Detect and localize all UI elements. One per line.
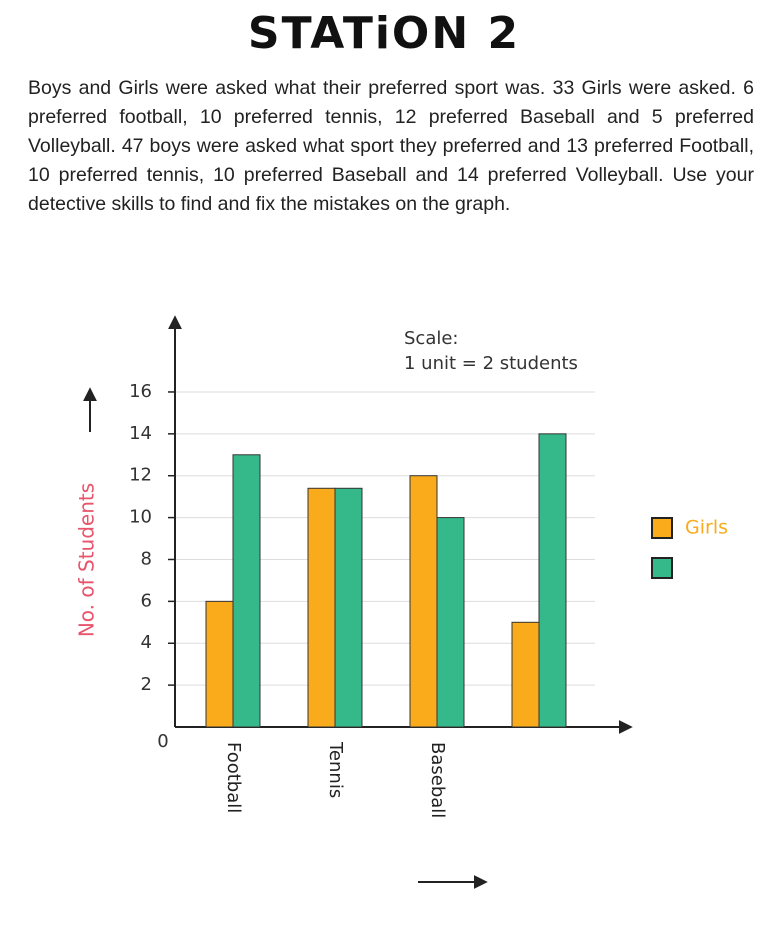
bar — [334, 487, 363, 728]
instructions: Boys and Girls were asked what their pre… — [28, 77, 754, 215]
y-tick-label: 4 — [141, 632, 152, 653]
x-tick-label: Tennis — [325, 741, 346, 798]
bar — [538, 433, 567, 728]
y-tick-label: 2 — [141, 674, 152, 695]
bar — [307, 487, 336, 728]
y-tick-label: 10 — [129, 507, 152, 528]
scale-note: 1 unit = 2 students — [404, 353, 578, 374]
bar — [409, 475, 438, 728]
scale-label: Scale: — [404, 328, 459, 349]
bar — [205, 600, 234, 728]
bar — [511, 621, 540, 728]
y-tick-label: 8 — [141, 548, 152, 569]
y-axis-label: No. of Students — [75, 483, 99, 637]
y-tick-label: 12 — [129, 465, 152, 486]
y-tick-label: 0 — [157, 731, 168, 752]
page-title: STATiON 2 — [247, 8, 521, 59]
y-tick-label: 16 — [129, 381, 152, 402]
y-tick-label: 14 — [129, 423, 152, 444]
legend-label: Girls — [685, 517, 728, 539]
bar — [436, 517, 465, 728]
x-tick-label: Baseball — [427, 742, 448, 818]
legend-swatch — [651, 517, 673, 539]
y-tick-label: 6 — [141, 590, 152, 611]
bar — [232, 454, 261, 728]
x-tick-label: Football — [223, 742, 244, 813]
legend-swatch — [651, 557, 673, 579]
